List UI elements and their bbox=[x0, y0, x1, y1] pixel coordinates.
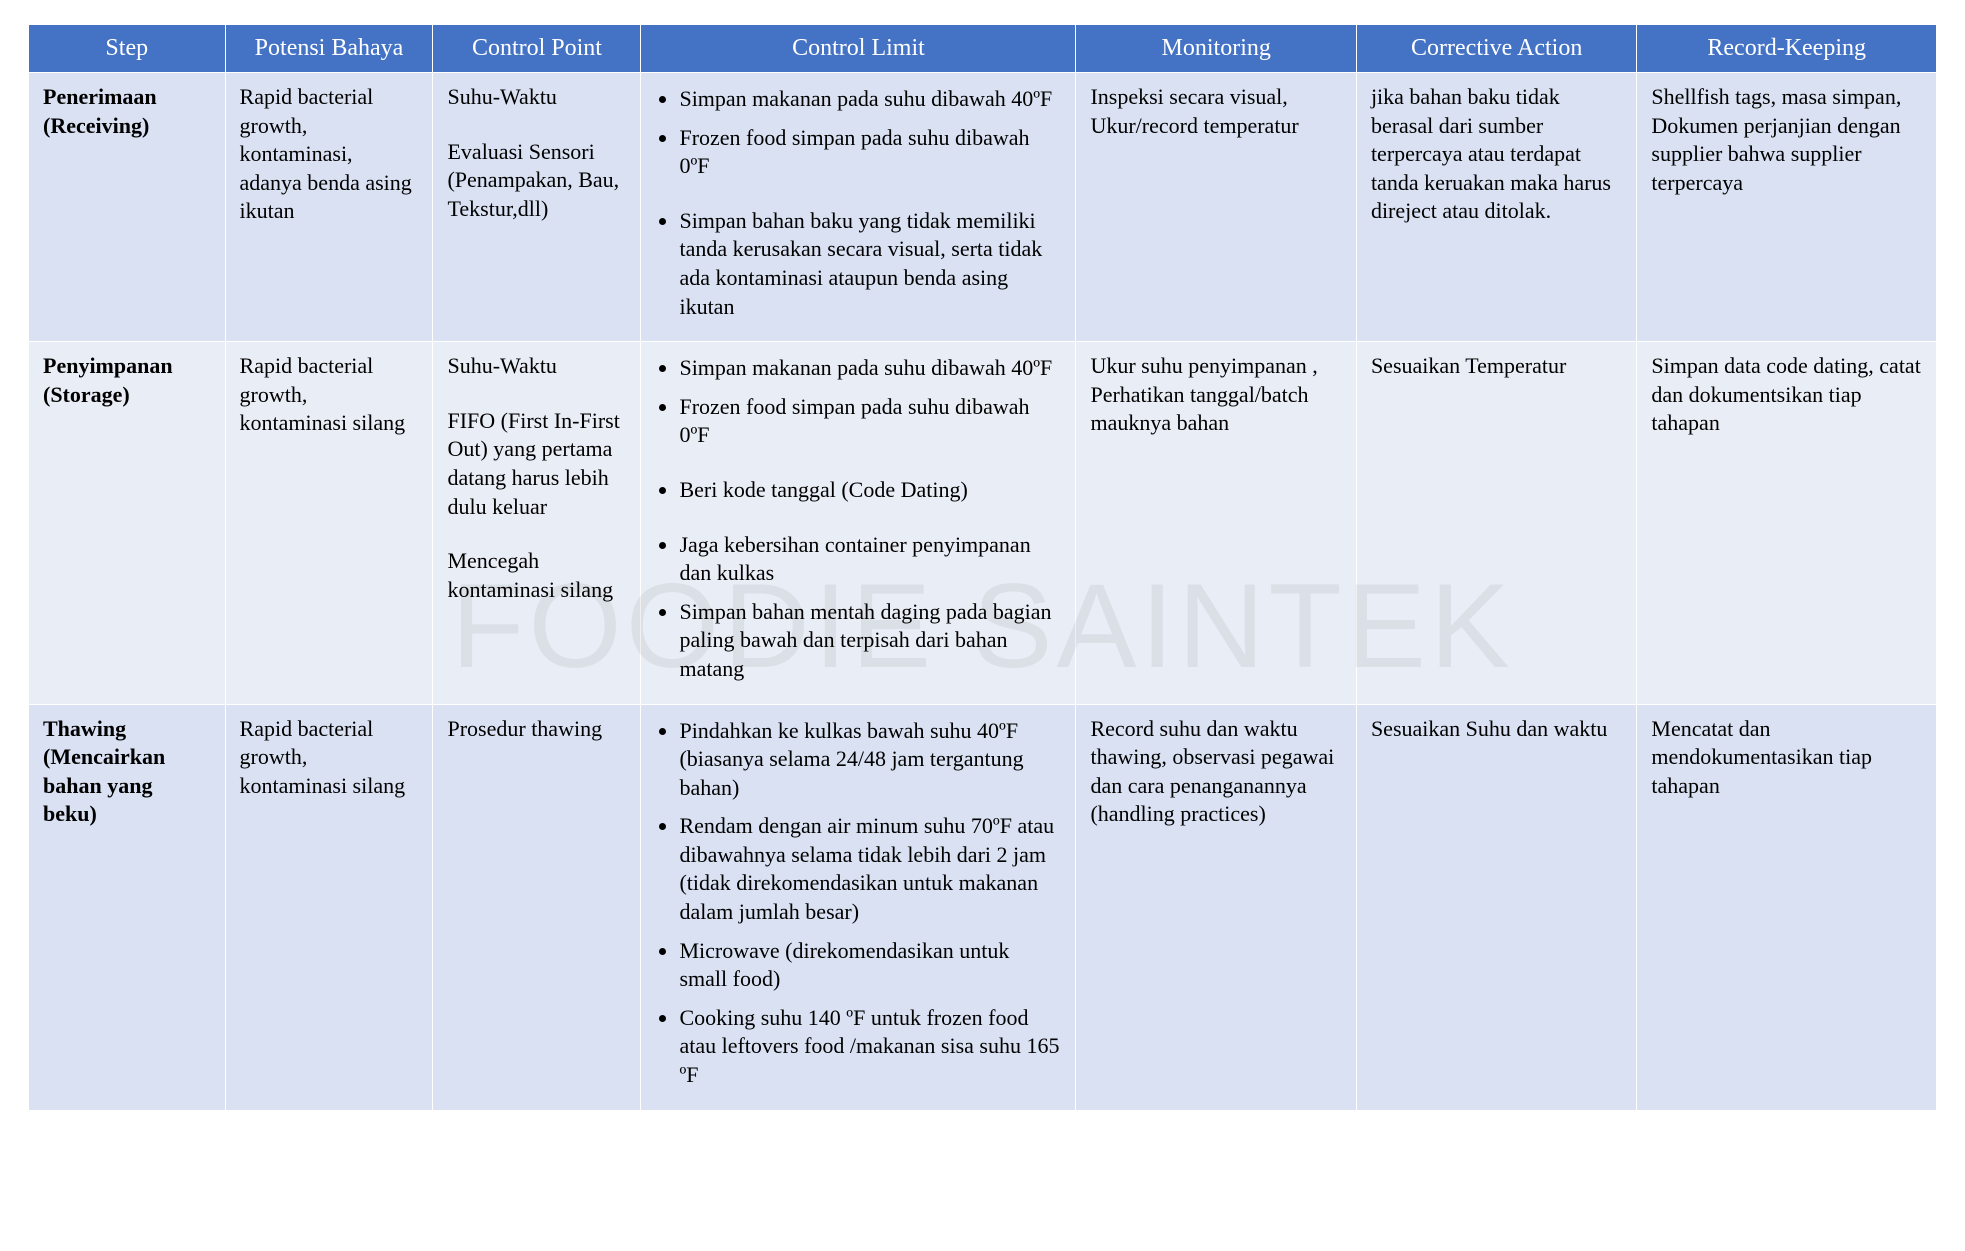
col-header-6: Record-Keeping bbox=[1637, 25, 1937, 73]
cell-record: Simpan data code dating, catat dan dokum… bbox=[1637, 342, 1937, 704]
cell-control-limit: Pindahkan ke kulkas bawah suhu 40ºF (bia… bbox=[641, 704, 1076, 1110]
haccp-table: StepPotensi BahayaControl PointControl L… bbox=[28, 24, 1937, 1111]
col-header-5: Corrective Action bbox=[1356, 25, 1636, 73]
cell-record: Mencatat dan mendokumentasikan tiap taha… bbox=[1637, 704, 1937, 1110]
cell-monitoring: Ukur suhu penyimpanan , Perhatikan tangg… bbox=[1076, 342, 1356, 704]
table-row: Penerimaan (Receiving)Rapid bacterial gr… bbox=[29, 73, 1937, 342]
cell-hazard: Rapid bacterial growth, kontaminasi, ada… bbox=[225, 73, 433, 342]
cell-control-point: Prosedur thawing bbox=[433, 704, 641, 1110]
cell-monitoring: Record suhu dan waktu thawing, observasi… bbox=[1076, 704, 1356, 1110]
cell-monitoring: Inspeksi secara visual, Ukur/record temp… bbox=[1076, 73, 1356, 342]
cell-step: Penyimpanan (Storage) bbox=[29, 342, 226, 704]
table-row: Penyimpanan (Storage)Rapid bacterial gro… bbox=[29, 342, 1937, 704]
table-row: Thawing (Mencairkan bahan yang beku)Rapi… bbox=[29, 704, 1937, 1110]
cell-hazard: Rapid bacterial growth, kontaminasi sila… bbox=[225, 342, 433, 704]
cell-control-limit: Simpan makanan pada suhu dibawah 40ºFFro… bbox=[641, 73, 1076, 342]
table-header-row: StepPotensi BahayaControl PointControl L… bbox=[29, 25, 1937, 73]
cell-record: Shellfish tags, masa simpan, Dokumen per… bbox=[1637, 73, 1937, 342]
cell-corrective: jika bahan baku tidak berasal dari sumbe… bbox=[1356, 73, 1636, 342]
cell-hazard: Rapid bacterial growth, kontaminasi sila… bbox=[225, 704, 433, 1110]
cell-corrective: Sesuaikan Suhu dan waktu bbox=[1356, 704, 1636, 1110]
cell-step: Thawing (Mencairkan bahan yang beku) bbox=[29, 704, 226, 1110]
cell-control-point: Suhu-WaktuFIFO (First In-First Out) yang… bbox=[433, 342, 641, 704]
col-header-1: Potensi Bahaya bbox=[225, 25, 433, 73]
col-header-2: Control Point bbox=[433, 25, 641, 73]
cell-control-point: Suhu-WaktuEvaluasi Sensori (Penampakan, … bbox=[433, 73, 641, 342]
col-header-4: Monitoring bbox=[1076, 25, 1356, 73]
cell-step: Penerimaan (Receiving) bbox=[29, 73, 226, 342]
cell-corrective: Sesuaikan Temperatur bbox=[1356, 342, 1636, 704]
cell-control-limit: Simpan makanan pada suhu dibawah 40ºFFro… bbox=[641, 342, 1076, 704]
col-header-0: Step bbox=[29, 25, 226, 73]
col-header-3: Control Limit bbox=[641, 25, 1076, 73]
